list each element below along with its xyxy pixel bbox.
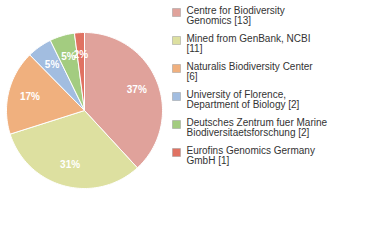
svg-text:31%: 31% (60, 159, 80, 170)
svg-text:Mined from GenBank, NCBI[11]: Mined from GenBank, NCBI[11] (187, 33, 311, 54)
svg-text:Deutsches Zentrum fuer MarineB: Deutsches Zentrum fuer MarineBiodiversit… (187, 117, 328, 138)
svg-text:University of Florence,Departm: University of Florence,Department of Bio… (187, 89, 300, 110)
svg-text:Eurofins Genomics GermanyGmbH: Eurofins Genomics GermanyGmbH [1] (187, 145, 315, 166)
svg-text:5%: 5% (61, 50, 76, 62)
svg-text:Centre for BiodiversityGenomic: Centre for BiodiversityGenomics [13] (187, 5, 285, 26)
svg-text:17%: 17% (20, 91, 40, 102)
svg-text:37%: 37% (127, 84, 147, 95)
svg-text:5%: 5% (45, 59, 60, 70)
svg-text:2%: 2% (74, 49, 89, 60)
svg-text:Naturalis Biodiversity Center[: Naturalis Biodiversity Center[6] (187, 61, 314, 82)
